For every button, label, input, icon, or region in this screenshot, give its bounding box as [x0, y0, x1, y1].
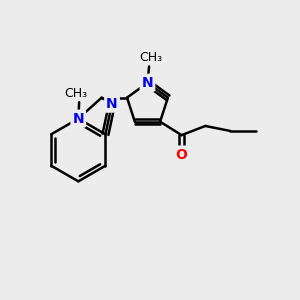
- Text: N: N: [106, 97, 118, 111]
- Text: N: N: [73, 112, 84, 126]
- Text: O: O: [176, 148, 188, 162]
- Text: N: N: [142, 76, 153, 90]
- Text: CH₃: CH₃: [64, 87, 88, 100]
- Text: CH₃: CH₃: [139, 51, 162, 64]
